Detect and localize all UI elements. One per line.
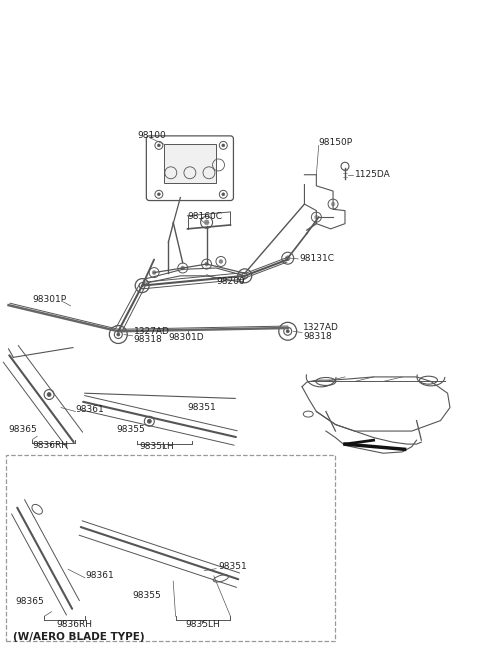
Text: 98361: 98361 bbox=[85, 571, 114, 581]
Text: 98355: 98355 bbox=[116, 424, 144, 434]
Text: 98160C: 98160C bbox=[188, 212, 223, 221]
Circle shape bbox=[155, 142, 163, 150]
Circle shape bbox=[285, 256, 290, 260]
Text: 98365: 98365 bbox=[9, 424, 37, 434]
Circle shape bbox=[314, 215, 318, 219]
Circle shape bbox=[222, 144, 225, 147]
Text: 98301P: 98301P bbox=[33, 295, 67, 304]
Text: 98100: 98100 bbox=[137, 131, 166, 140]
Circle shape bbox=[204, 220, 209, 225]
Circle shape bbox=[155, 190, 163, 198]
Circle shape bbox=[147, 419, 151, 423]
Bar bbox=[6, 455, 336, 641]
Circle shape bbox=[328, 199, 338, 209]
Text: 98355: 98355 bbox=[132, 591, 161, 600]
Text: 98351: 98351 bbox=[218, 562, 247, 571]
Text: (W/AERO BLADE TYPE): (W/AERO BLADE TYPE) bbox=[13, 632, 145, 642]
Circle shape bbox=[139, 283, 145, 289]
Circle shape bbox=[219, 260, 223, 264]
Text: 9836RH: 9836RH bbox=[33, 441, 69, 450]
Circle shape bbox=[201, 216, 213, 228]
Circle shape bbox=[219, 142, 227, 150]
Circle shape bbox=[149, 268, 159, 277]
Circle shape bbox=[286, 330, 289, 333]
Circle shape bbox=[47, 392, 51, 396]
Circle shape bbox=[152, 270, 156, 275]
Circle shape bbox=[341, 162, 349, 170]
Text: 98301D: 98301D bbox=[168, 333, 204, 342]
Circle shape bbox=[109, 325, 127, 344]
Circle shape bbox=[178, 263, 188, 273]
Circle shape bbox=[114, 331, 122, 338]
Circle shape bbox=[238, 269, 252, 283]
Circle shape bbox=[331, 202, 335, 206]
Text: 9835LH: 9835LH bbox=[185, 621, 220, 629]
Circle shape bbox=[219, 190, 227, 198]
Text: 98361: 98361 bbox=[75, 405, 104, 414]
Text: 98365: 98365 bbox=[16, 598, 45, 606]
Circle shape bbox=[216, 256, 226, 266]
Text: 98131C: 98131C bbox=[300, 255, 335, 263]
Text: 98200: 98200 bbox=[216, 277, 245, 285]
Circle shape bbox=[202, 259, 212, 269]
Circle shape bbox=[222, 193, 225, 195]
Circle shape bbox=[284, 327, 292, 335]
Circle shape bbox=[157, 193, 160, 195]
Text: 98150P: 98150P bbox=[319, 138, 353, 147]
Text: 98318: 98318 bbox=[303, 332, 332, 341]
Circle shape bbox=[242, 273, 248, 279]
Text: 1327AD: 1327AD bbox=[303, 323, 339, 333]
Bar bbox=[164, 144, 216, 183]
Circle shape bbox=[181, 266, 185, 270]
Text: 1125DA: 1125DA bbox=[355, 171, 390, 179]
Circle shape bbox=[44, 390, 54, 400]
Circle shape bbox=[312, 212, 321, 222]
Text: 9836RH: 9836RH bbox=[56, 621, 92, 629]
Text: 9835LH: 9835LH bbox=[140, 442, 175, 451]
Circle shape bbox=[204, 262, 209, 266]
Circle shape bbox=[282, 253, 294, 264]
Circle shape bbox=[144, 417, 154, 426]
Circle shape bbox=[135, 279, 149, 293]
Circle shape bbox=[279, 322, 297, 340]
Text: 98318: 98318 bbox=[133, 335, 162, 344]
FancyBboxPatch shape bbox=[146, 136, 233, 201]
Circle shape bbox=[157, 144, 160, 147]
Circle shape bbox=[117, 333, 120, 336]
Text: 98351: 98351 bbox=[188, 403, 216, 412]
Text: 1327AD: 1327AD bbox=[133, 327, 169, 336]
